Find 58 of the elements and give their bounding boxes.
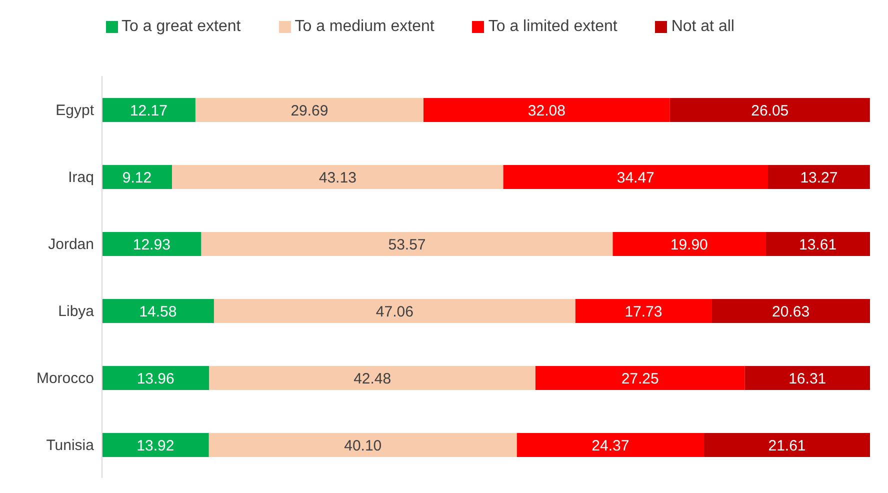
- data-label: 12.93: [132, 236, 170, 254]
- y-tick-label: Tunisia: [46, 436, 95, 454]
- data-label: 13.61: [799, 236, 837, 254]
- data-label: 13.96: [136, 370, 174, 388]
- bar: [201, 232, 613, 256]
- data-label: 16.31: [788, 370, 826, 388]
- data-label: 13.92: [136, 437, 174, 454]
- bar: [195, 98, 424, 122]
- data-label: 20.63: [772, 303, 810, 320]
- bar: [612, 232, 766, 256]
- bar: [766, 232, 870, 256]
- data-label: 17.73: [624, 303, 662, 320]
- bar: [423, 98, 670, 122]
- data-label: 13.27: [800, 169, 838, 186]
- data-label: 34.47: [616, 169, 654, 186]
- y-tick-label: Libya: [58, 302, 95, 320]
- bar: [744, 366, 870, 390]
- bar: [102, 165, 172, 189]
- bar: [535, 366, 745, 390]
- bar: [102, 98, 196, 122]
- bar: [102, 433, 209, 457]
- data-label: 24.37: [592, 437, 630, 454]
- data-label: 27.25: [621, 370, 659, 388]
- data-label: 26.05: [751, 102, 789, 120]
- data-label: 47.06: [376, 303, 414, 320]
- data-label: 12.17: [130, 102, 168, 120]
- bar: [208, 433, 517, 457]
- data-label: 9.12: [122, 169, 152, 186]
- bar: [102, 366, 210, 390]
- legend-label: To a medium extent: [294, 18, 434, 35]
- bar: [516, 433, 704, 457]
- data-label: 19.90: [670, 236, 708, 254]
- bar: [670, 98, 870, 122]
- bar: [503, 165, 768, 189]
- y-tick-label: Egypt: [56, 102, 95, 119]
- data-label: 29.69: [290, 102, 328, 120]
- legend-label: Not at all: [671, 18, 734, 35]
- data-label: 53.57: [388, 236, 426, 254]
- bar: [712, 299, 870, 323]
- bar: [102, 232, 202, 256]
- bar: [209, 366, 536, 390]
- data-label: 32.08: [528, 102, 566, 120]
- data-label: 21.61: [768, 437, 806, 454]
- y-tick-label: Morocco: [36, 370, 94, 387]
- data-label: 43.13: [318, 169, 356, 186]
- bar: [768, 165, 870, 189]
- bar: [704, 433, 870, 457]
- bar: [172, 165, 504, 189]
- data-label: 14.58: [139, 303, 177, 320]
- data-label: 40.10: [344, 437, 382, 454]
- bar: [575, 299, 712, 323]
- legend-label: To a great extent: [122, 18, 241, 35]
- bar: [102, 299, 214, 323]
- bar: [214, 299, 576, 323]
- y-tick-label: Iraq: [68, 168, 94, 186]
- data-label: 42.48: [354, 370, 392, 388]
- legend-label: To a limited extent: [488, 18, 618, 35]
- y-tick-label: Jordan: [48, 236, 94, 253]
